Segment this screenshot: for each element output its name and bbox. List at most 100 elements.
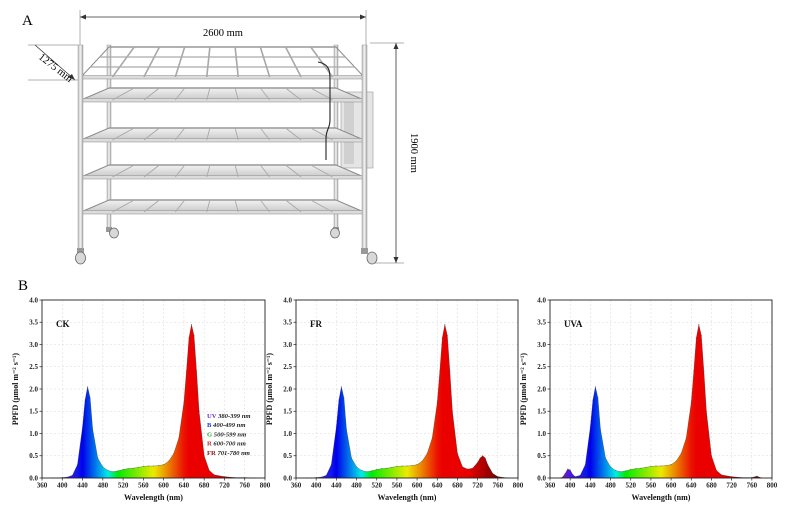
y-tick-label: 1.0 <box>537 430 546 438</box>
y-tick-label: 4.0 <box>29 296 38 304</box>
spectrum-chart-uva: 360 400 440 480 520 560 600 640 680 720 760 800 0.0 0… <box>519 296 778 502</box>
x-tick-label: 680 <box>199 482 210 490</box>
y-tick-label: 1.5 <box>29 408 38 416</box>
legend-entry: G 500-599 nm <box>207 431 246 438</box>
spectrum-chart-ck: 360 400 440 480 520 560 600 640 680 720 760 800 0.0 0… <box>11 296 271 502</box>
y-tick-label: 4.0 <box>537 296 546 304</box>
x-tick-label: 600 <box>158 482 169 490</box>
x-axis-title: Wavelength (nm) <box>632 493 691 502</box>
legend-item-r: R 600-700 nm <box>207 441 246 448</box>
x-tick-label: 560 <box>138 482 149 490</box>
x-tick-label: 360 <box>37 482 48 490</box>
legend-entry: FR 701-780 nm <box>207 450 250 457</box>
x-tick-label: 480 <box>351 482 362 490</box>
x-tick-label: 800 <box>513 482 524 490</box>
y-tick-label: 2.5 <box>29 363 38 371</box>
wheel-back-left <box>106 227 119 239</box>
x-tick-label: 520 <box>118 482 129 490</box>
spectrum-chart-fr: 360 400 440 480 520 560 600 640 680 720 760 800 0.0 0… <box>265 296 524 502</box>
legend-entry: B 400-499 nm <box>207 422 245 429</box>
spectrum-line-ck <box>52 324 255 479</box>
x-tick-label: 680 <box>452 482 463 490</box>
panel-b-label: B <box>18 278 28 294</box>
x-tick-label: 640 <box>686 482 697 490</box>
chart-title-fr: FR <box>310 319 322 329</box>
y-tick-label: 2.0 <box>537 385 546 393</box>
x-tick-label: 520 <box>625 482 636 490</box>
y-tick-label: 0.5 <box>29 452 38 460</box>
depth-dimension-line <box>34 44 76 81</box>
panel-a-label: A <box>22 13 33 29</box>
rack-shelf <box>80 87 365 103</box>
y-tick-label: 0.0 <box>283 474 292 482</box>
y-tick-label: 4.0 <box>283 296 292 304</box>
rack-shelf <box>80 164 365 180</box>
grow-rack-illustration: 2600 mm 1275 mm 1900 mm <box>28 10 419 265</box>
x-tick-label: 440 <box>77 482 88 490</box>
rack-shelf <box>80 127 365 143</box>
x-tick-label: 400 <box>311 482 322 490</box>
x-tick-label: 760 <box>747 482 758 490</box>
y-tick-label: 1.0 <box>29 430 38 438</box>
y-tick-label: 1.0 <box>283 430 292 438</box>
legend-item-uv: UV 380-399 nm <box>207 413 250 420</box>
spectrum-line-uva <box>560 324 762 479</box>
x-tick-label: 720 <box>472 482 483 490</box>
x-tick-label: 440 <box>331 482 342 490</box>
width-label: 2600 mm <box>203 28 243 39</box>
x-tick-label: 760 <box>493 482 504 490</box>
x-tick-label: 640 <box>432 482 443 490</box>
x-tick-label: 480 <box>98 482 109 490</box>
x-tick-label: 720 <box>726 482 737 490</box>
legend-entry: R 600-700 nm <box>207 441 246 448</box>
legend-item-fr: FR 701-780 nm <box>207 450 250 457</box>
x-tick-label: 800 <box>260 482 271 490</box>
x-tick-label: 480 <box>605 482 616 490</box>
y-tick-label: 0.5 <box>283 452 292 460</box>
y-tick-label: 3.5 <box>537 319 546 327</box>
y-tick-label: 2.0 <box>283 385 292 393</box>
y-tick-label: 2.0 <box>29 385 38 393</box>
chart-title-uva: UVA <box>564 319 583 329</box>
chart-title-ck: CK <box>56 319 70 329</box>
y-tick-label: 0.0 <box>29 474 38 482</box>
width-arrow-right <box>360 14 366 20</box>
x-tick-label: 400 <box>57 482 68 490</box>
x-tick-label: 400 <box>565 482 576 490</box>
legend-item-b: B 400-499 nm <box>207 422 245 429</box>
x-tick-label: 560 <box>646 482 657 490</box>
y-tick-label: 0.5 <box>537 452 546 460</box>
y-axis-title: PPFD (μmol m⁻² s⁻¹) <box>519 353 528 426</box>
wheel-back-right <box>330 227 340 239</box>
x-tick-label: 520 <box>371 482 382 490</box>
y-tick-label: 3.0 <box>537 341 546 349</box>
height-label: 1900 mm <box>408 133 419 173</box>
y-tick-label: 0.0 <box>537 474 546 482</box>
y-axis-title: PPFD (μmol m⁻² s⁻¹) <box>11 353 20 426</box>
y-tick-label: 3.5 <box>283 319 292 327</box>
y-tick-label: 3.0 <box>283 341 292 349</box>
y-tick-label: 1.5 <box>283 408 292 416</box>
x-axis-title: Wavelength (nm) <box>124 493 183 502</box>
spectrum-charts: 360 400 440 480 520 560 600 640 680 720 760 800 0.0 0… <box>11 296 778 502</box>
width-arrow-left <box>80 14 86 20</box>
x-tick-label: 600 <box>666 482 677 490</box>
x-tick-label: 640 <box>179 482 190 490</box>
legend-item-g: G 500-599 nm <box>207 431 246 438</box>
x-tick-label: 760 <box>239 482 250 490</box>
x-tick-label: 360 <box>545 482 556 490</box>
y-tick-label: 1.5 <box>537 408 546 416</box>
y-tick-label: 3.5 <box>29 319 38 327</box>
x-tick-label: 360 <box>291 482 302 490</box>
x-tick-label: 600 <box>412 482 423 490</box>
y-axis-title: PPFD (μmol m⁻² s⁻¹) <box>265 353 274 426</box>
x-axis-title: Wavelength (nm) <box>378 493 437 502</box>
power-cable <box>317 61 331 160</box>
wheel-front-right <box>361 248 378 265</box>
x-tick-label: 800 <box>767 482 778 490</box>
y-tick-label: 2.5 <box>283 363 292 371</box>
y-tick-label: 2.5 <box>537 363 546 371</box>
rack-shelf <box>80 199 365 215</box>
legend-entry: UV 380-399 nm <box>207 413 250 420</box>
y-tick-label: 3.0 <box>29 341 38 349</box>
